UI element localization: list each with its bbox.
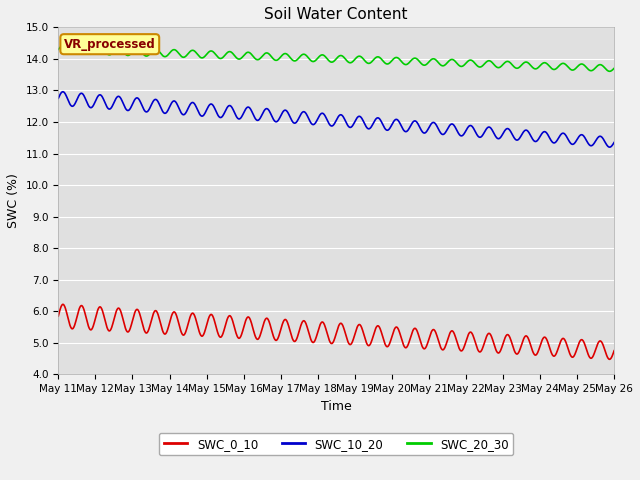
Legend: SWC_0_10, SWC_10_20, SWC_20_30: SWC_0_10, SWC_10_20, SWC_20_30 [159, 433, 513, 455]
X-axis label: Time: Time [321, 400, 351, 413]
Title: Soil Water Content: Soil Water Content [264, 7, 408, 22]
Y-axis label: SWC (%): SWC (%) [7, 173, 20, 228]
Text: VR_processed: VR_processed [64, 38, 156, 51]
